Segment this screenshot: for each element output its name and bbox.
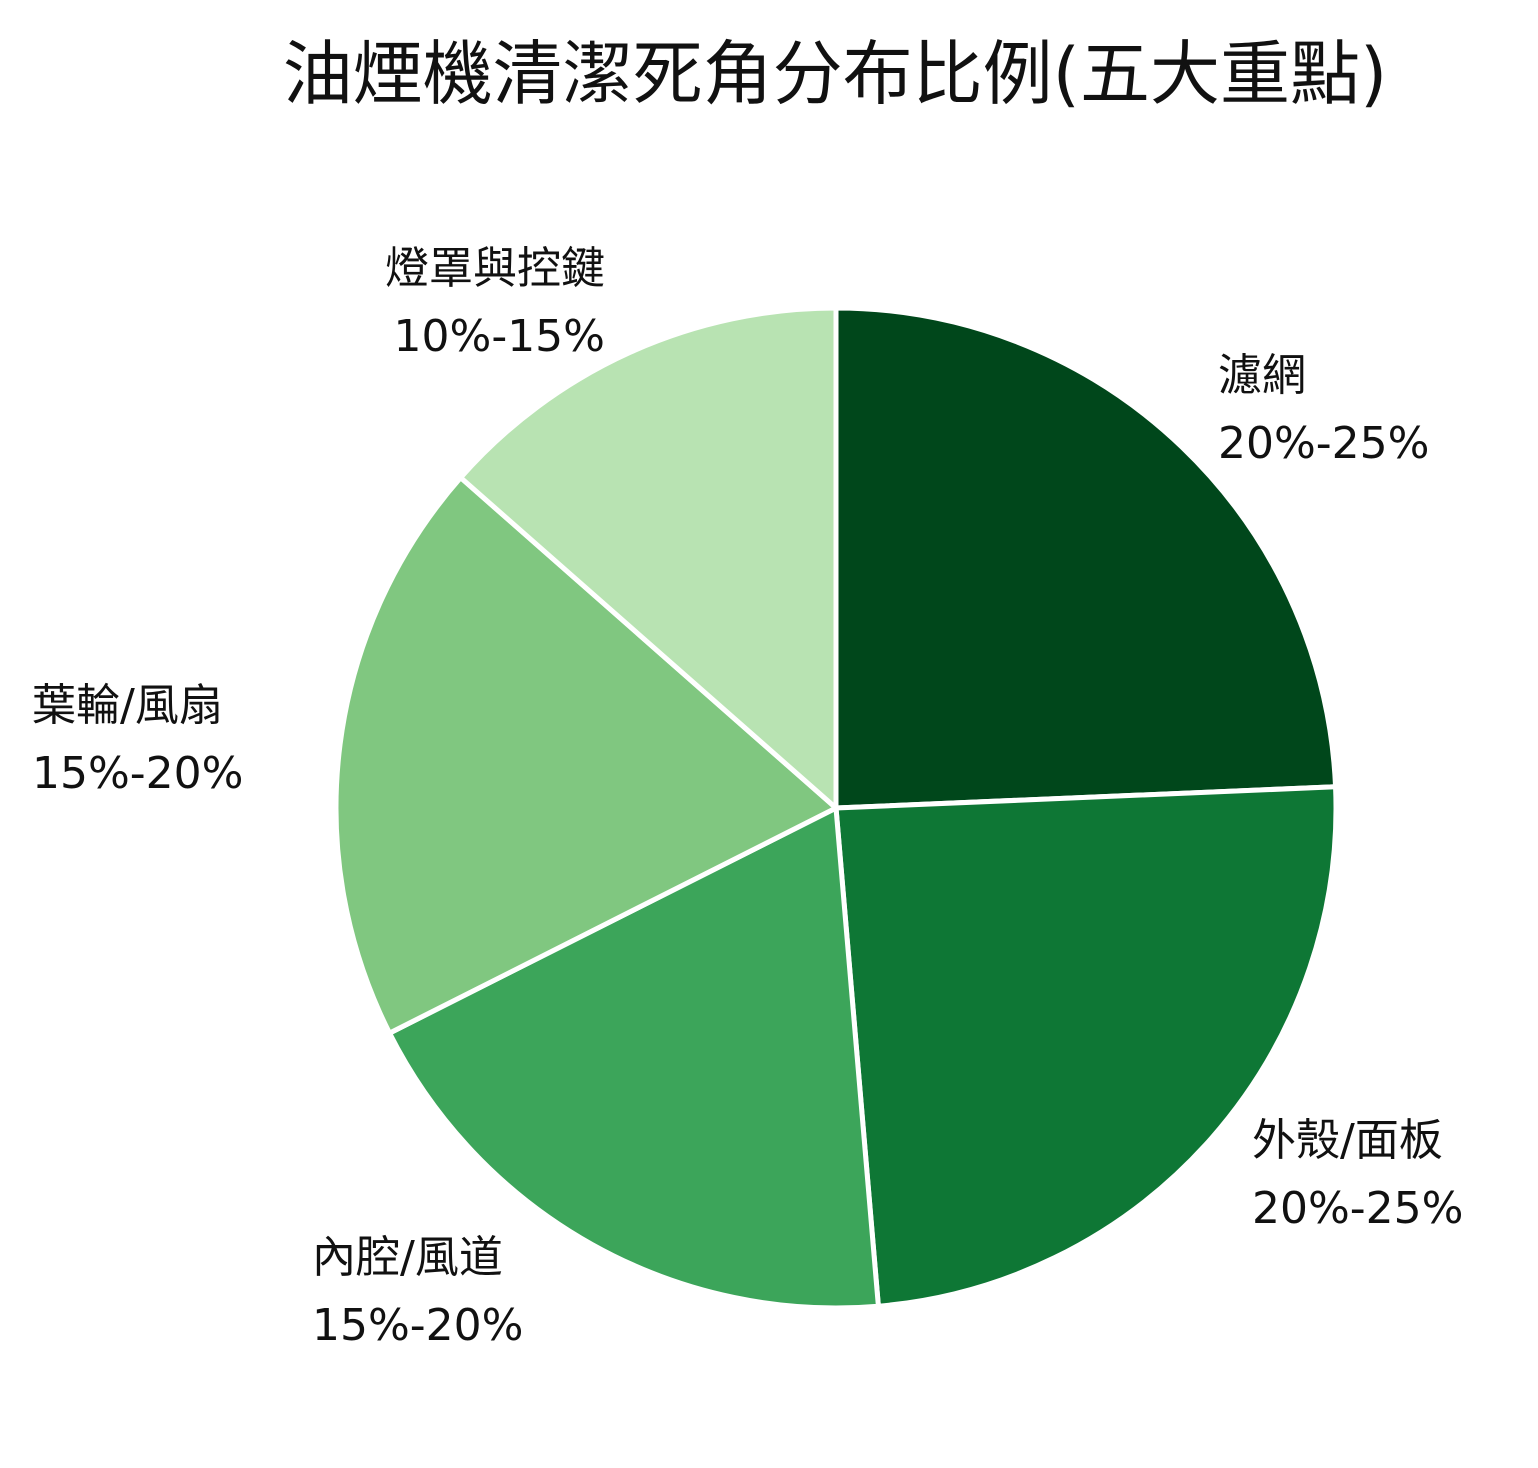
slice-label-5: 燈罩與控鍵 10%-15% (385, 243, 605, 362)
slice-label-name: 燈罩與控鍵 (385, 243, 605, 294)
slice-label-4: 葉輪/風扇 15%-20% (32, 680, 243, 799)
slice-label-name: 外殼/面板 (1252, 1115, 1443, 1166)
pie-slices (333, 305, 1339, 1311)
slice-label-3: 內腔/風道 15%-20% (312, 1232, 523, 1351)
pie-slice-5 (458, 305, 839, 811)
slice-label-range: 15%-20% (32, 748, 243, 799)
slice-label-range: 20%-25% (1218, 418, 1429, 469)
pie-slice-1 (833, 305, 1339, 811)
slice-label-range: 15%-20% (312, 1300, 523, 1351)
slice-label-range: 20%-25% (1252, 1183, 1463, 1234)
pie-slice-2 (833, 784, 1339, 1309)
pie-slice-3 (387, 805, 881, 1311)
pie-slice-4 (333, 475, 839, 1036)
slice-label-range: 10%-15% (394, 311, 605, 362)
slice-label-name: 葉輪/風扇 (32, 680, 223, 731)
chart-title: 油煙機清潔死角分布比例(五大重點) (283, 33, 1388, 115)
slice-label-1: 濾網 20%-25% (1218, 350, 1429, 469)
slice-labels: 濾網 20%-25% 外殼/面板 20%-25% 內腔/風道 15%-20% 葉輪/風扇 15… (32, 243, 1463, 1351)
slice-label-2: 外殼/面板 20%-25% (1252, 1115, 1463, 1234)
slice-label-name: 濾網 (1218, 350, 1306, 401)
slice-label-name: 內腔/風道 (312, 1232, 503, 1283)
